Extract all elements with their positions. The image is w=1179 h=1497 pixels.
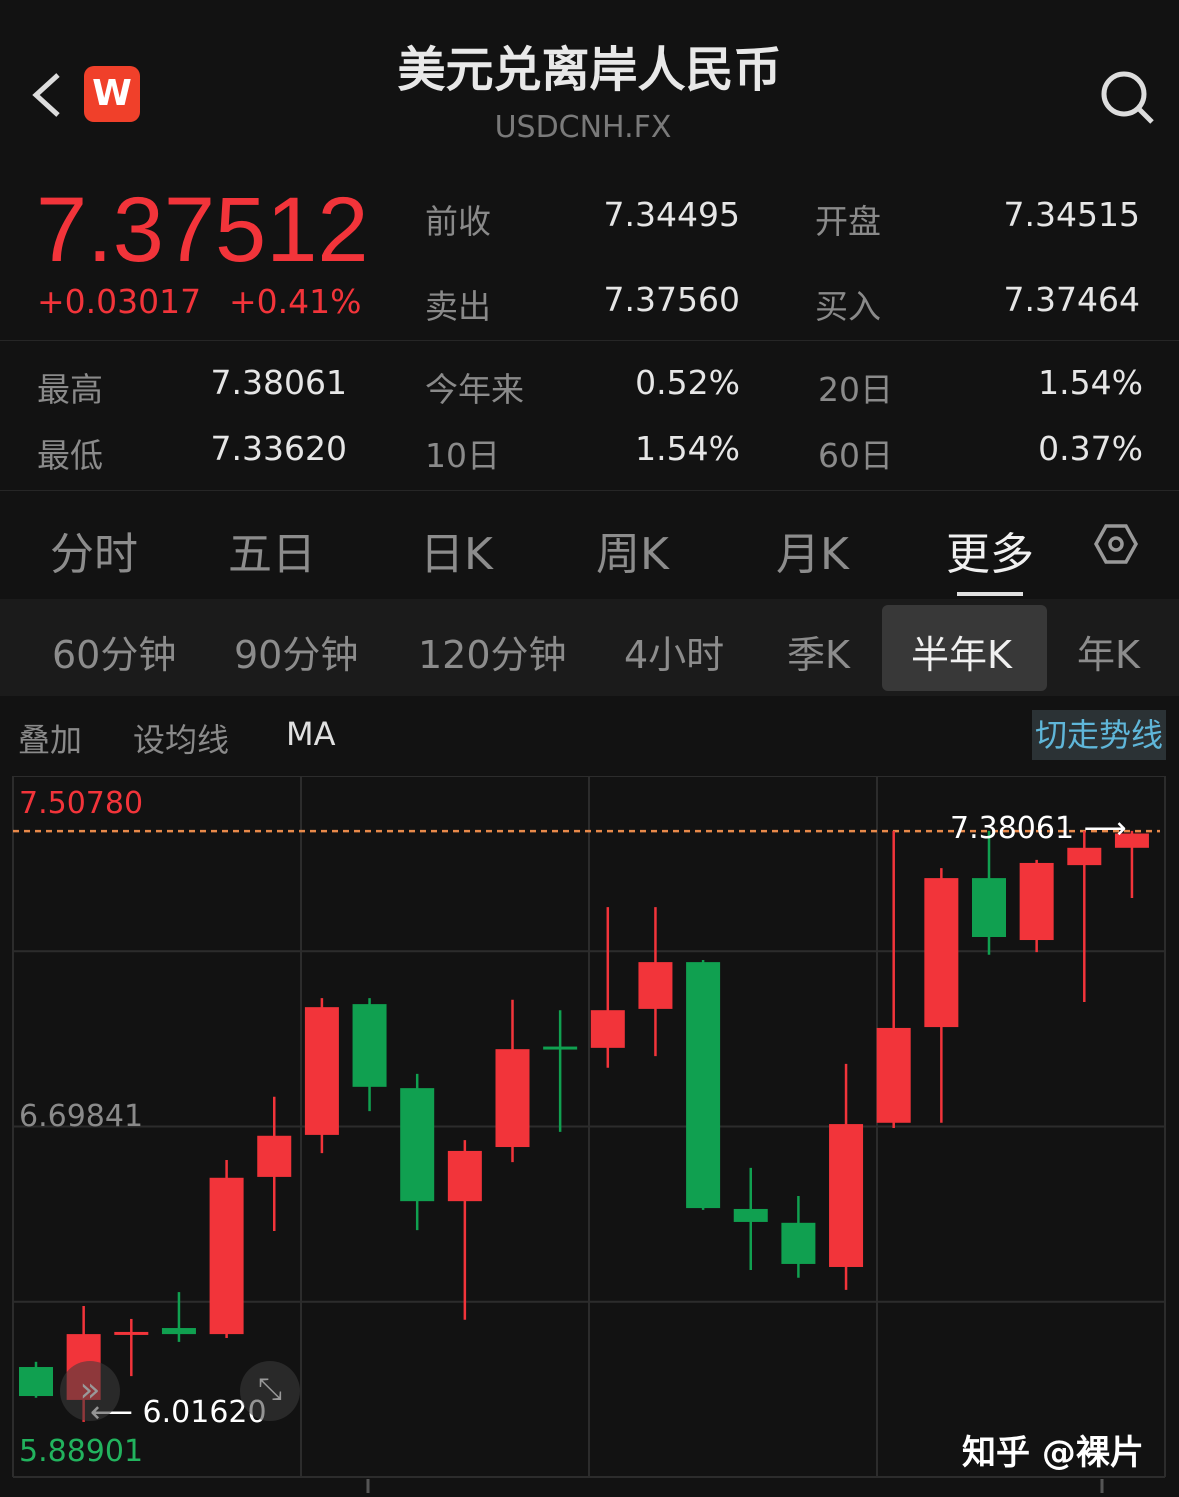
- candle-body: [447, 1150, 482, 1202]
- divider: [0, 340, 1179, 341]
- 10d-label: 10日: [425, 436, 500, 475]
- 20d-value: 1.54%: [1038, 363, 1143, 402]
- candle-body: [1019, 862, 1054, 941]
- back-chevron-icon[interactable]: [28, 70, 68, 120]
- candle-body: [781, 1222, 816, 1264]
- prev-close-label: 前收: [425, 202, 491, 241]
- subtab-yearly-k[interactable]: 年K: [1077, 633, 1140, 677]
- candle-body: [352, 1004, 387, 1087]
- switch-trend-line-button[interactable]: 切走势线: [1032, 710, 1166, 760]
- ytd-value: 0.52%: [635, 363, 740, 402]
- 60d-label: 60日: [818, 436, 893, 475]
- search-icon[interactable]: [1098, 68, 1158, 128]
- tab-daily-k[interactable]: 日K: [420, 529, 493, 580]
- open-label: 开盘: [815, 202, 881, 241]
- ask-value: 7.37560: [603, 280, 740, 319]
- candle-body: [400, 1088, 435, 1202]
- y-mid-label: 6.69841: [19, 1099, 144, 1134]
- candlestick-chart[interactable]: [0, 776, 1179, 1497]
- subtab-90min[interactable]: 90分钟: [234, 633, 359, 677]
- candle-body: [209, 1177, 244, 1335]
- candle-body: [114, 1331, 149, 1335]
- 10d-value: 1.54%: [635, 429, 740, 468]
- fast-forward-icon[interactable]: »: [60, 1361, 120, 1421]
- app-logo: W: [84, 66, 140, 122]
- bid-value: 7.37464: [1003, 280, 1140, 319]
- candle-body: [686, 962, 721, 1209]
- subtab-60min[interactable]: 60分钟: [52, 633, 177, 677]
- candle-body: [495, 1049, 530, 1148]
- candle-body: [829, 1124, 864, 1267]
- high-marker-label: 7.38061 ⟶: [950, 811, 1127, 846]
- tab-weekly-k[interactable]: 周K: [596, 529, 669, 580]
- candle-body: [257, 1135, 292, 1177]
- watermark: 知乎 @裸片: [962, 1433, 1144, 1473]
- ytd-label: 今年来: [425, 370, 524, 409]
- y-min-label: 5.88901: [19, 1434, 144, 1469]
- candle-body: [590, 1010, 625, 1048]
- symbol-code: USDCNH.FX: [494, 110, 672, 145]
- candle-body: [161, 1328, 196, 1335]
- ma-indicator[interactable]: MA: [286, 715, 336, 753]
- overlay-button[interactable]: 叠加: [18, 721, 83, 759]
- prev-close-value: 7.34495: [603, 195, 740, 234]
- ask-label: 卖出: [425, 287, 491, 326]
- candle-body: [733, 1208, 768, 1222]
- candle-body: [304, 1007, 339, 1135]
- high-label: 最高: [37, 370, 103, 409]
- candle-body: [924, 878, 959, 1028]
- candle-body: [19, 1367, 53, 1397]
- page-title: 美元兑离岸人民币: [397, 42, 782, 98]
- y-max-label: 7.50780: [19, 786, 144, 821]
- candle-body: [638, 962, 673, 1009]
- tab-monthly-k[interactable]: 月K: [776, 529, 849, 580]
- high-value: 7.38061: [210, 363, 347, 402]
- high-marker-value: 7.38061: [950, 811, 1075, 846]
- 20d-label: 20日: [818, 370, 893, 409]
- last-price: 7.37512: [36, 179, 369, 281]
- subtab-half-year-k[interactable]: 半年K: [911, 633, 1012, 677]
- low-value: 7.33620: [210, 429, 347, 468]
- active-subtab-highlight: [882, 605, 1047, 691]
- 60d-value: 0.37%: [1038, 429, 1143, 468]
- price-change: +0.03017: [37, 282, 202, 321]
- low-label: 最低: [37, 436, 103, 475]
- active-tab-indicator: [957, 592, 1023, 596]
- tab-intraday[interactable]: 分时: [50, 529, 138, 580]
- bid-label: 买入: [815, 287, 881, 326]
- expand-icon[interactable]: ⤡: [240, 1361, 300, 1421]
- price-change-pct: +0.41%: [229, 282, 362, 321]
- candle-body: [1067, 847, 1102, 866]
- open-value: 7.34515: [1003, 195, 1140, 234]
- candle-body: [972, 878, 1006, 938]
- divider: [0, 490, 1179, 491]
- candle-body: [1114, 833, 1149, 848]
- settings-hexagon-icon[interactable]: [1094, 522, 1138, 566]
- candle-body: [543, 1046, 578, 1050]
- set-ma-button[interactable]: 设均线: [133, 721, 230, 759]
- candle-body: [876, 1027, 911, 1123]
- subtab-4hour[interactable]: 4小时: [624, 633, 725, 677]
- subtab-120min[interactable]: 120分钟: [418, 633, 567, 677]
- tab-five-day[interactable]: 五日: [228, 529, 316, 580]
- tab-more[interactable]: 更多: [946, 529, 1034, 580]
- subtab-quarterly-k[interactable]: 季K: [787, 633, 850, 677]
